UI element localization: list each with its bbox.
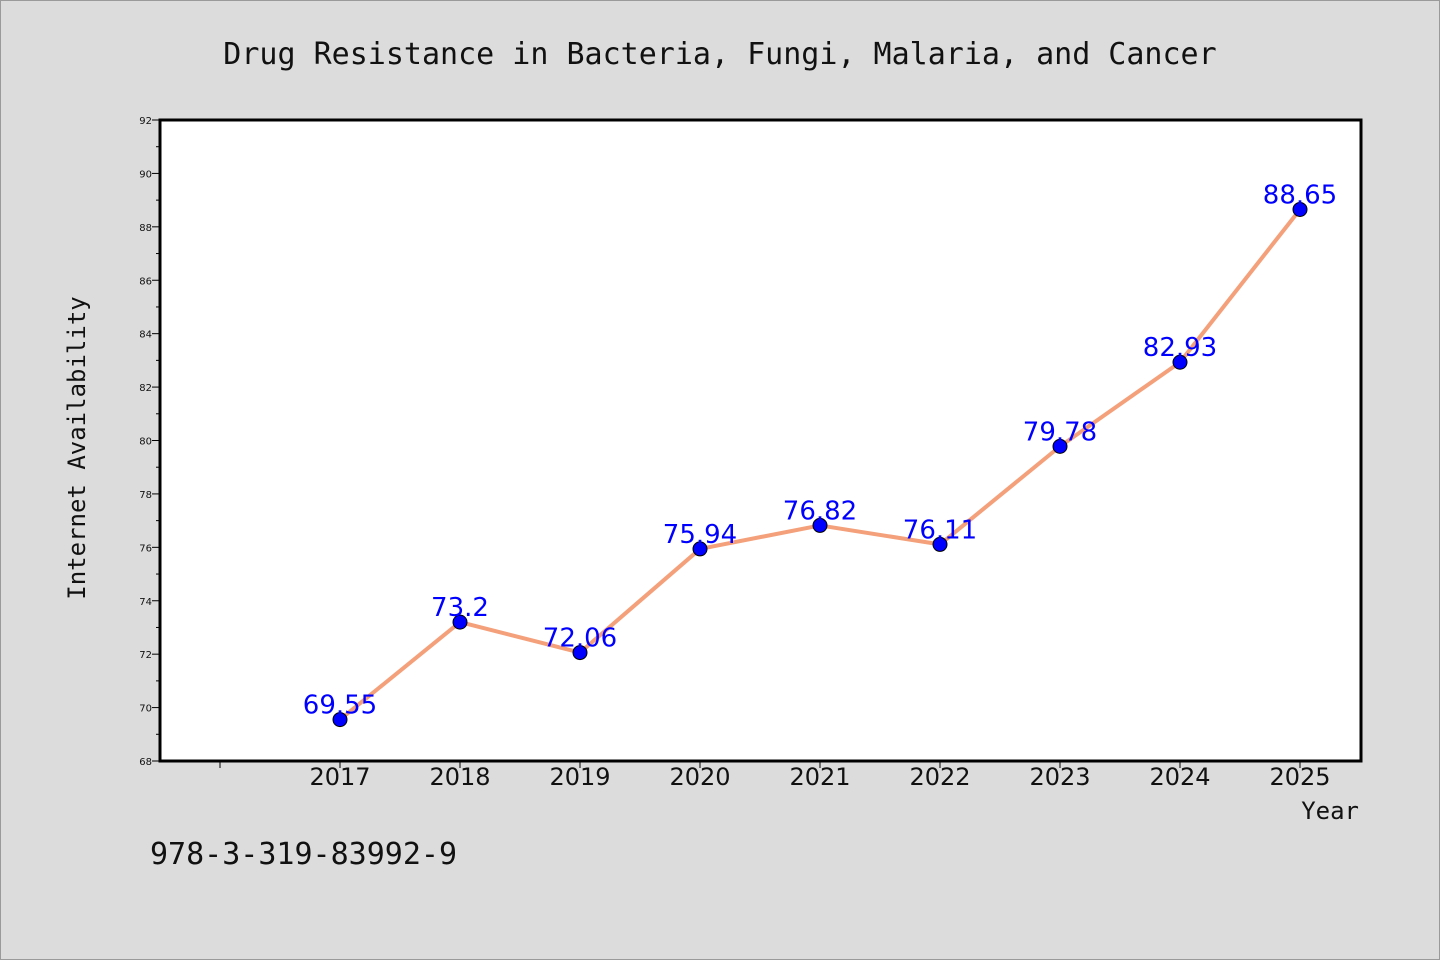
data-label: 69.55: [303, 691, 377, 721]
data-label: 79.78: [1023, 417, 1097, 447]
data-labels: 69.55 73.2 72.06 75.94 76.82 76.11 79.78 82.93 8…: [303, 180, 1337, 720]
data-point: [1292, 201, 1308, 217]
data-label: 76.82: [783, 496, 857, 526]
x-tick-label: 2023: [1029, 763, 1090, 791]
data-point: [332, 712, 348, 728]
y-tick-label: 80: [139, 437, 152, 448]
x-tick-label: 2022: [909, 763, 970, 791]
x-tick-label: 2021: [789, 763, 850, 791]
data-point: [812, 517, 828, 533]
data-label: 72.06: [543, 624, 617, 654]
y-tick-label: 90: [139, 169, 152, 180]
data-label: 82.93: [1143, 333, 1217, 363]
data-point: [452, 614, 468, 630]
data-point: [692, 541, 708, 557]
y-tick-label: 84: [139, 330, 152, 341]
x-tick-label: 2017: [309, 763, 370, 791]
data-point: [1172, 354, 1188, 370]
data-point: [932, 536, 948, 552]
x-tick-label: 2025: [1269, 763, 1330, 791]
x-tick-label: 2024: [1149, 763, 1210, 791]
series-layer: [332, 201, 1308, 728]
y-tick-label: 86: [139, 276, 152, 287]
x-tick-label: 2020: [669, 763, 730, 791]
data-label: 76.11: [903, 515, 977, 545]
y-axis-title: Internet Availability: [63, 296, 91, 599]
x-axis: 2017 2018 2019 2020 2021 2022 2023 2024 2025: [219, 761, 1331, 791]
chart-title: Drug Resistance in Bacteria, Fungi, Mala…: [223, 37, 1216, 72]
data-point: [1052, 438, 1068, 454]
y-tick-label: 74: [139, 597, 152, 608]
data-label: 73.2: [431, 593, 489, 623]
y-tick-label: 70: [139, 704, 152, 715]
isbn-annotation: 978-3-319-83992-9: [150, 837, 457, 872]
x-tick-label: 2018: [429, 763, 490, 791]
x-axis-title: Year: [1301, 797, 1359, 825]
data-label: 75.94: [663, 520, 737, 550]
plot-border: [158, 118, 1363, 763]
y-tick-label: 78: [139, 490, 152, 501]
y-tick-label: 82: [139, 383, 152, 394]
y-axis: 68 70 72 74 76 78 80 82 84 86 88 90 92: [139, 116, 160, 768]
x-tick-label: 2019: [549, 763, 610, 791]
data-label: 88.65: [1263, 180, 1337, 210]
y-tick-label: 88: [139, 223, 152, 234]
plot-area: [160, 120, 1361, 761]
y-tick-label: 76: [139, 543, 152, 554]
y-tick-label: 68: [139, 757, 152, 768]
y-tick-label: 72: [139, 650, 152, 661]
y-tick-label: 92: [139, 116, 152, 127]
data-point: [572, 645, 588, 661]
